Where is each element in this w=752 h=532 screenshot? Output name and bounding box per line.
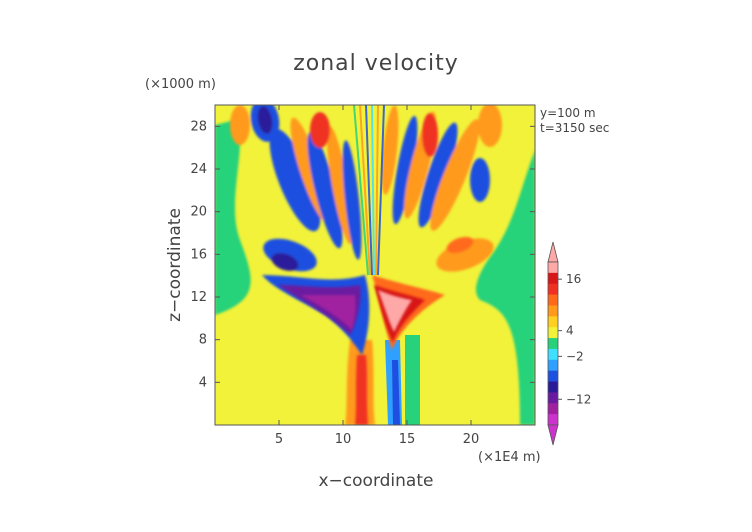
colorbar-segment — [548, 283, 558, 296]
y-units-label: (×1000 m) — [145, 77, 216, 92]
colorbar-segment — [548, 370, 558, 383]
colorbar-tick-label: 4 — [566, 324, 574, 338]
y-axis: 4 8 12 16 20 24 28 — [190, 119, 535, 390]
x-axis: 5 10 15 20 — [275, 105, 479, 447]
colorbar-segment — [548, 403, 558, 415]
y-tick-label: 4 — [199, 375, 207, 390]
colorbar-segment — [548, 327, 558, 339]
y-tick-label: 8 — [199, 333, 207, 348]
colorbar-tick-label: 16 — [566, 272, 581, 286]
colorbar-segment — [548, 294, 558, 306]
y-tick-label: 24 — [190, 162, 207, 177]
y-tick-label: 20 — [190, 205, 207, 220]
y-tick-label: 28 — [190, 119, 207, 134]
colorbar-segment — [548, 338, 558, 350]
colorbar-arrow-bottom — [547, 424, 559, 446]
colorbar-segment — [548, 316, 558, 328]
x-tick-label: 10 — [335, 432, 352, 447]
colorbar-arrow-top — [547, 241, 559, 263]
colorbar-segment — [548, 348, 558, 361]
colorbar-segment — [548, 392, 558, 404]
x-tick-label: 15 — [399, 432, 416, 447]
x-tick-label: 5 — [275, 432, 283, 447]
colorbar-segment — [548, 272, 558, 285]
heatmap-field — [215, 105, 535, 425]
plot-frame — [214, 104, 536, 426]
annotation-t: t=3150 sec — [540, 121, 609, 135]
y-tick-label: 16 — [190, 247, 207, 262]
colorbar-segment — [548, 414, 558, 426]
y-axis-title: z−coordinate — [165, 208, 185, 322]
x-units-label: (×1E4 m) — [478, 450, 541, 465]
y-tick-label: 12 — [190, 290, 207, 305]
colorbar-segment — [548, 359, 558, 372]
colorbar-segment — [548, 262, 558, 274]
colorbar-tick-label: −2 — [566, 349, 584, 363]
colorbar-segment — [548, 381, 558, 393]
x-tick-label: 20 — [463, 432, 480, 447]
colorbar-segment — [548, 305, 558, 317]
colorbar-tick-label: −12 — [566, 392, 591, 406]
colorbar: 16 4 −2 −12 — [547, 241, 591, 446]
chart-title: zonal velocity — [293, 51, 459, 76]
x-axis-title: x−coordinate — [319, 471, 434, 491]
annotation-y: y=100 m — [540, 106, 596, 120]
